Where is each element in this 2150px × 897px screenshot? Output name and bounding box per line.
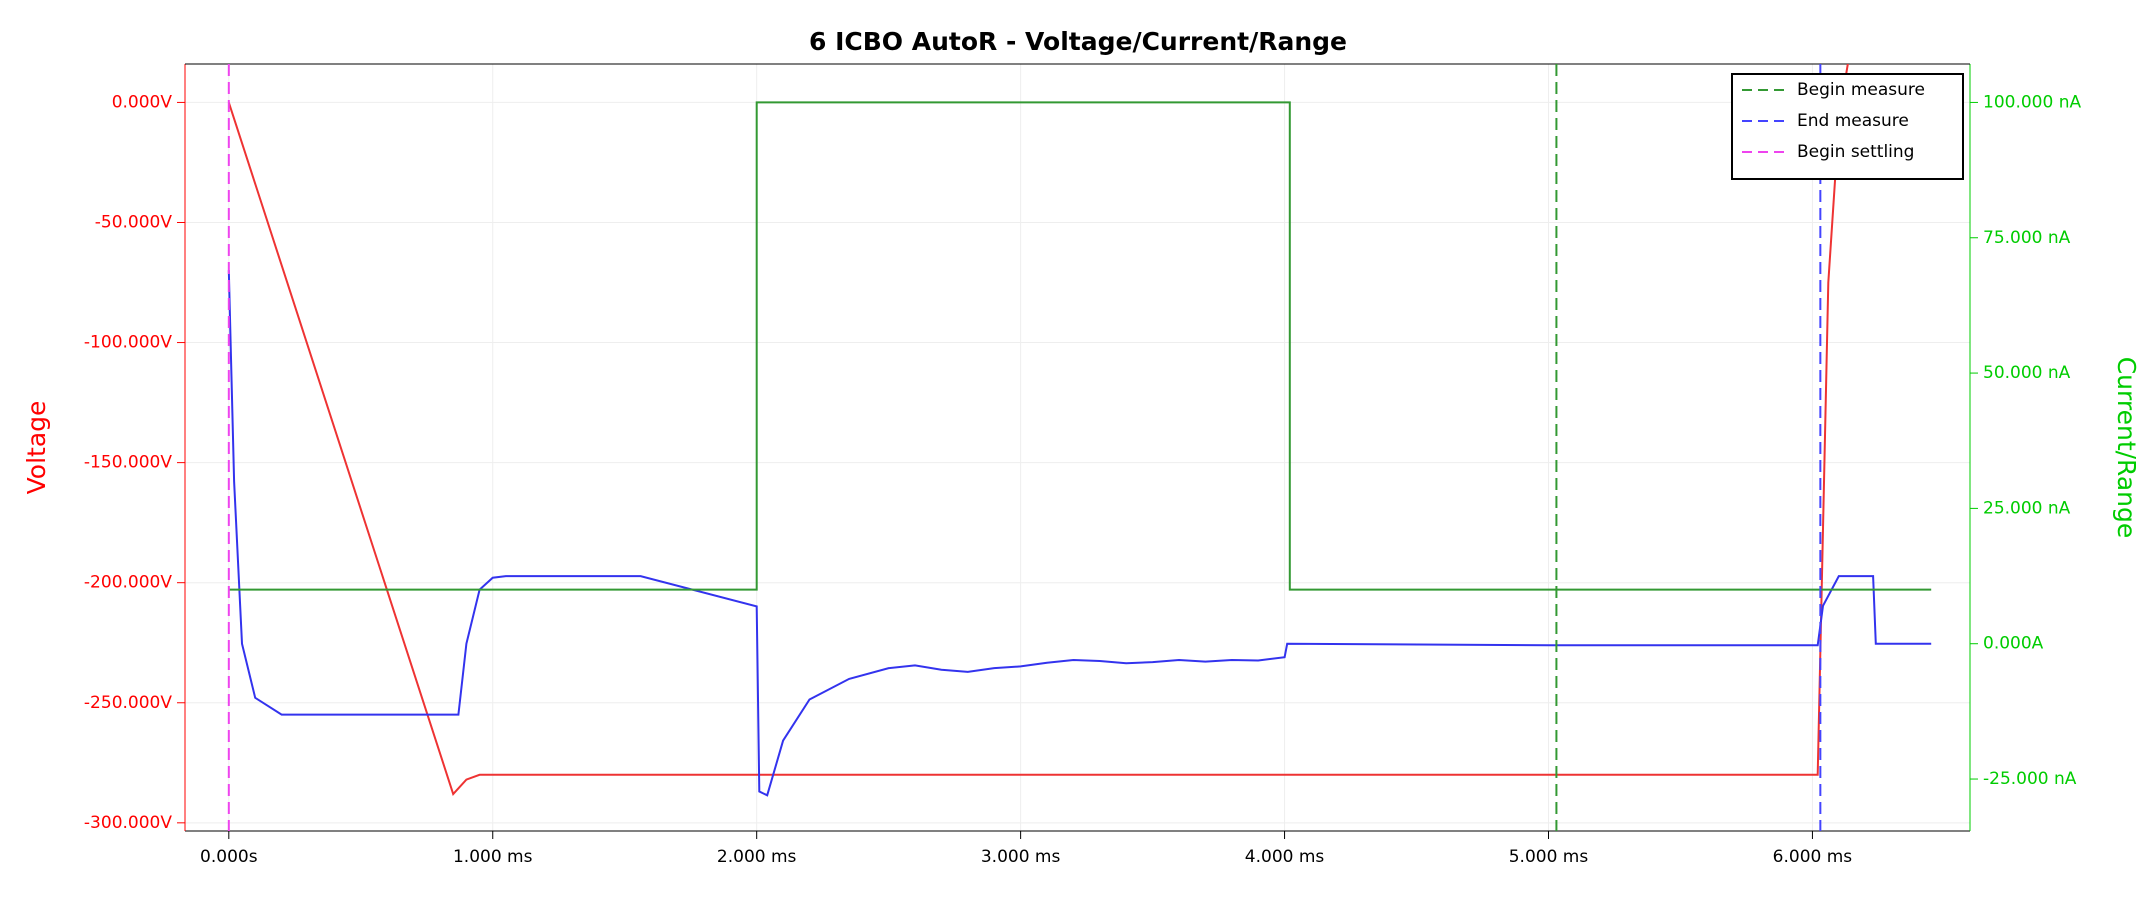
x-tick-label: 1.000 ms	[453, 847, 533, 867]
y-tick-label: -100.000V	[84, 333, 172, 353]
legend-label: End measure	[1797, 111, 1909, 131]
y-tick-label: -250.000V	[84, 693, 172, 713]
y-tick-label: -50.000V	[95, 212, 173, 232]
y2-tick-label: 75.000 nA	[1983, 228, 2071, 248]
y2-axis-title: Current/Range	[2112, 357, 2141, 539]
y2-tick-label: 50.000 nA	[1983, 363, 2071, 383]
data-line	[228, 101, 1932, 591]
data-line	[227, 64, 1849, 796]
x-tick-label: 4.000 ms	[1245, 847, 1325, 867]
plot-area	[227, 64, 1932, 831]
legend-label: Begin settling	[1797, 142, 1914, 162]
x-tick-label: 5.000 ms	[1509, 847, 1589, 867]
x-tick-label: 0.000s	[200, 847, 258, 867]
data-line	[227, 270, 1932, 797]
y-tick-label: -200.000V	[84, 573, 172, 593]
y-axis-title: Voltage	[22, 401, 51, 495]
legend-box	[1731, 73, 1964, 180]
y2-tick-label: 0.000A	[1983, 634, 2044, 654]
y2-tick-label: 100.000 nA	[1983, 92, 2081, 112]
x-tick-label: 2.000 ms	[717, 847, 797, 867]
x-tick-label: 6.000 ms	[1773, 847, 1853, 867]
x-tick-label: 3.000 ms	[981, 847, 1061, 867]
y-tick-label: -150.000V	[84, 453, 172, 473]
legend-label: Begin measure	[1797, 80, 1925, 100]
y-tick-label: 0.000V	[112, 92, 173, 112]
y2-tick-label: -25.000 nA	[1983, 769, 2077, 789]
chart-title: 6 ICBO AutoR - Voltage/Current/Range	[809, 27, 1347, 56]
y-tick-label: -300.000V	[84, 813, 172, 833]
y2-tick-label: 25.000 nA	[1983, 498, 2071, 518]
